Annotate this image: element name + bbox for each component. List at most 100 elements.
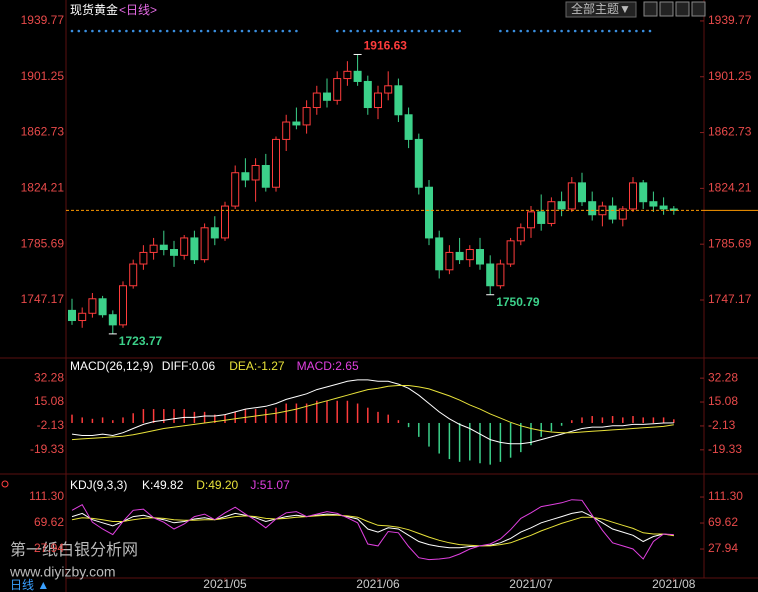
toolbar-button[interactable] [659,1,674,17]
y-tick-label: 69.62 [708,515,738,529]
indicator-line [71,514,674,547]
x-tick-label: 2021/05 [203,577,247,591]
legend-entry: DEA:-1.27 [229,359,285,373]
y-tick-label: 1785.69 [708,236,752,250]
period-tab[interactable]: 日线 ▲ [10,578,49,592]
event-dot [390,29,393,33]
y-tick-label: -19.33 [708,442,742,456]
indicator-title: MACD(26,12,9) [70,359,153,373]
event-dot [621,29,625,33]
y-tick-label: 111.30 [29,489,64,503]
event-dot [641,29,645,33]
event-dot [458,29,461,33]
x-tick-label: 2021/06 [356,577,400,591]
event-dot [533,29,536,33]
event-dot [227,29,230,33]
y-tick-label: 1824.21 [708,181,752,195]
event-dot [349,29,353,33]
x-tick-label: 2021/07 [509,577,553,591]
extreme-label: 1723.77 [119,334,163,348]
event-dot [573,29,577,33]
event-dot [77,29,81,33]
watermark-url: www.diyizby.com [9,564,116,580]
candle-body [455,251,464,261]
event-dot [505,29,509,33]
y-tick-label: 1785.69 [21,236,65,250]
event-dot [274,29,278,33]
candle-body [516,227,525,242]
y-tick-label: 27.94 [34,541,64,555]
toolbar-button[interactable] [691,1,706,17]
candle-body [394,85,403,116]
indicator-icon [1,480,9,488]
event-dot [111,29,115,33]
event-dot [84,29,87,33]
candle-body [363,80,372,109]
candle-body [139,251,148,265]
event-dot [614,29,618,33]
candle-body [333,78,342,101]
theme-button[interactable] [565,1,637,18]
candle-body [425,186,433,239]
event-dot [233,29,237,33]
candle-body [384,85,393,94]
candle-body [414,138,423,188]
event-dot [403,29,407,33]
event-dot [594,29,597,33]
event-dot [186,29,189,33]
y-tick-label: 1939.77 [708,13,752,27]
toolbar-button[interactable] [643,1,658,17]
event-dot [499,29,502,33]
legend-entry: D:49.20 [196,478,238,492]
candle-body [282,121,291,140]
event-dot [356,29,359,33]
event-dot [601,29,604,33]
candle-body [98,298,107,316]
event-dot [444,29,448,33]
candle-body [506,240,515,265]
candle-body [159,244,168,251]
y-tick-label: 1747.17 [708,292,752,306]
y-tick-label: 1939.77 [21,13,65,27]
candle-body [486,263,495,287]
candle-body [588,201,597,216]
candle-body [119,285,127,326]
event-dot [363,29,366,33]
event-dot [546,29,550,33]
candle-body [659,205,668,210]
y-tick-label: 15.08 [708,394,738,408]
event-dot [206,29,210,33]
toolbar-button[interactable] [675,1,690,17]
candle-body [221,205,229,239]
event-dot [519,29,523,33]
event-dot [179,29,183,33]
candle-body [108,314,117,326]
period-label: <日线> [119,3,157,17]
y-tick-label: 1901.25 [21,69,65,83]
event-dot [97,29,101,33]
candle-body [251,164,260,181]
y-tick-label: 32.28 [708,370,738,384]
y-tick-label: 27.94 [708,541,738,555]
candle-body [68,309,76,322]
event-dot [288,29,291,33]
candle-body [190,237,199,261]
candle-body [404,114,413,140]
event-dot [424,29,427,33]
theme-button-label[interactable]: 全部主题▼ [571,1,631,16]
candle-body [129,263,138,287]
candle-body [496,263,505,287]
event-dot [539,29,543,33]
candle-body [78,312,87,322]
y-tick-label: 1901.25 [708,69,752,83]
candle-body [149,244,158,253]
candle-body [476,249,484,265]
candle-body [374,92,382,109]
candle-body [639,182,648,203]
indicator-line [71,385,674,441]
event-dot [70,29,74,33]
candle-body [527,211,535,229]
